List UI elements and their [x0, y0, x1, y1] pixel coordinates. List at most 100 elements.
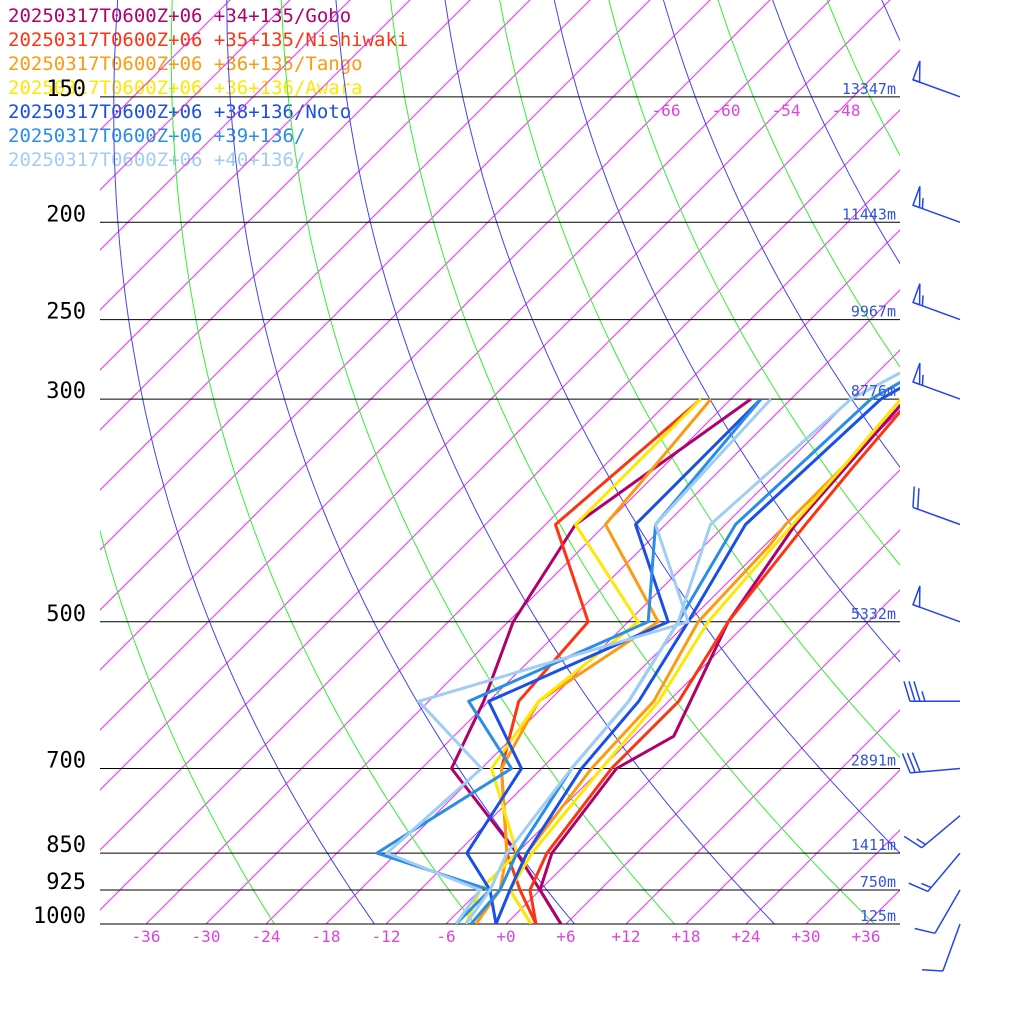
wind-barb-half-feather	[921, 691, 926, 702]
wind-barb	[912, 486, 961, 526]
wind-barb-feather	[912, 486, 915, 508]
dry-adiabat-line	[662, 0, 900, 469]
label-layer: 100150200250300500700850925100015996m133…	[33, 77, 896, 946]
pressure-tick-label: 925	[46, 870, 86, 895]
isotherm-line	[145, 169, 900, 924]
wind-barb	[912, 60, 961, 98]
wind-barb	[908, 852, 961, 893]
wind-barb-pennant	[912, 186, 921, 209]
height-label: 125m	[860, 907, 896, 925]
wind-barb	[901, 752, 961, 774]
wind-barb	[903, 681, 960, 703]
wind-barb-half-feather	[921, 374, 924, 386]
isotherm-line	[100, 0, 291, 191]
pressure-tick-label: 300	[46, 379, 86, 404]
pressure-tick-label: 700	[46, 748, 86, 773]
isotherm-line	[805, 829, 900, 924]
pressure-tick-label: 500	[46, 602, 86, 627]
wind-barb-pennant	[912, 283, 921, 306]
upper-isotherm-label: -54	[772, 101, 801, 120]
dewpoint-profile-line	[450, 397, 752, 924]
pressure-tick-label: 150	[46, 77, 86, 102]
isotherm-line	[100, 0, 831, 731]
temperature-tick-label: -12	[372, 927, 401, 946]
wind-barb	[912, 362, 961, 400]
dry-adiabat-line	[881, 0, 900, 42]
wind-barb-staff	[910, 767, 961, 774]
legend-entry: 20250317T0600Z+06 +38+136/Noto	[8, 101, 352, 123]
wind-barb	[903, 815, 961, 849]
upper-isotherm-label: -60	[712, 101, 741, 120]
dry-adiabat-line	[935, 0, 1024, 945]
temperature-tick-label: +36	[852, 927, 881, 946]
isotherm-line	[385, 409, 900, 924]
isotherm-line	[100, 0, 351, 251]
isotherm-line	[100, 0, 591, 491]
wind-barb-staff	[912, 79, 961, 98]
temperature-profile-line	[508, 397, 900, 924]
wind-barb	[922, 923, 961, 972]
isotherm-line	[100, 0, 711, 611]
wind-barb-feather	[908, 681, 916, 702]
wind-barb-half-feather	[921, 198, 924, 209]
temperature-tick-label: -18	[312, 927, 341, 946]
wind-barb-pennant	[912, 585, 921, 609]
temperature-profile-line	[494, 386, 900, 924]
isotherm-line	[685, 709, 900, 924]
height-label: 1411m	[851, 836, 896, 854]
isotherm-line	[505, 529, 900, 924]
wind-barb-half-feather	[921, 882, 932, 889]
isotherm-line	[205, 229, 900, 924]
wind-barb	[912, 585, 961, 623]
temperature-profile-line	[528, 409, 900, 924]
legend-entry: 20250317T0600Z+06 +39+136/	[8, 125, 306, 147]
isotherm-line	[865, 889, 900, 924]
isotherm-line	[265, 289, 900, 924]
wind-barb	[912, 283, 961, 321]
wind-barb-staff	[912, 603, 961, 623]
dry-adiabat-line	[986, 0, 1024, 945]
wind-barb-pennant	[912, 60, 921, 84]
dewpoint-profile-line	[465, 398, 762, 924]
temperature-tick-label: +0	[496, 927, 515, 946]
isobar-layer	[100, 96, 900, 925]
upper-isotherm-label: -66	[652, 101, 681, 120]
wind-barb-staff	[912, 204, 961, 223]
wind-barb-feather	[901, 753, 911, 774]
dry-adiabat-line	[390, 0, 876, 924]
wind-barb-staff	[912, 381, 961, 400]
height-label: 5332m	[851, 605, 896, 623]
wind-barb-staff	[942, 923, 961, 972]
temperature-tick-label: +6	[556, 927, 575, 946]
wind-barb-feather	[911, 752, 921, 773]
temperature-profile-line	[538, 403, 900, 924]
wind-barb	[914, 889, 961, 935]
wind-barb-layer	[901, 60, 961, 972]
wind-barb-staff	[912, 301, 961, 321]
height-label: 8776m	[851, 382, 896, 400]
dry-adiabat-line	[100, 529, 276, 924]
temperature-tick-label: -36	[132, 927, 161, 946]
wind-barb-half-feather	[916, 838, 926, 846]
pressure-tick-label: 200	[46, 202, 86, 227]
dry-adiabat-line	[826, 0, 900, 157]
legend-entry: 20250317T0600Z+06 +36+136/Awara	[8, 77, 363, 99]
legend-entry: 20250317T0600Z+06 +36+135/Tango	[8, 53, 363, 75]
height-label: 11443m	[842, 205, 896, 223]
wind-barb-staff	[927, 852, 961, 892]
wind-barb-staff	[921, 815, 961, 849]
dewpoint-profile-line	[385, 398, 773, 924]
temperature-tick-label: -6	[436, 927, 455, 946]
wind-barb-feather	[916, 488, 920, 510]
wind-barb	[912, 186, 961, 223]
dry-adiabat-line	[444, 0, 900, 854]
grid-layer	[100, 0, 1024, 945]
wind-barb-feather	[906, 752, 916, 773]
temperature-tick-label: -24	[252, 927, 281, 946]
height-label: 9967m	[851, 303, 896, 321]
isotherm-line	[100, 49, 900, 851]
wind-barb-feather	[903, 835, 923, 849]
isotherm-line	[100, 0, 891, 791]
legend-entry: 20250317T0600Z+06 +35+135/Nishiwaki	[8, 29, 409, 51]
